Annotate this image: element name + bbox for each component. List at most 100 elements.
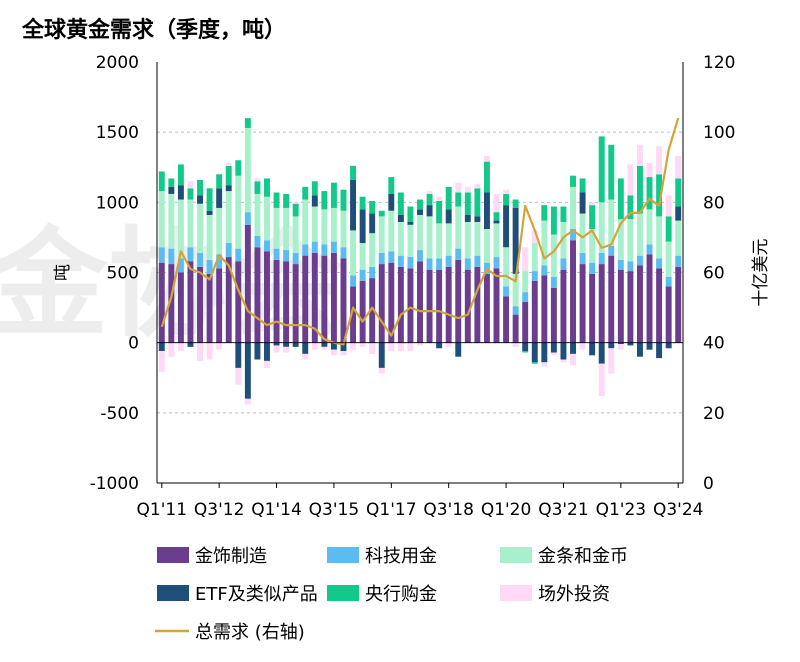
legend-swatch bbox=[500, 585, 532, 601]
bar-segment-2 bbox=[531, 271, 538, 281]
bar-segment-3 bbox=[617, 219, 624, 260]
x-tick-label: Q1'14 bbox=[251, 500, 302, 520]
y-tick-label-left: 1000 bbox=[96, 193, 139, 213]
x-tick-label: Q3'15 bbox=[309, 500, 360, 520]
y-tick-label-left: 1500 bbox=[96, 123, 139, 143]
bar-segment-5 bbox=[369, 200, 376, 214]
bar-segment-5 bbox=[168, 178, 175, 187]
bar-segment-6 bbox=[302, 353, 309, 360]
bar-segment-4 bbox=[464, 214, 471, 222]
bar-segment-2 bbox=[426, 258, 433, 270]
bar-segment-3 bbox=[455, 206, 462, 249]
bar-segment-2 bbox=[311, 241, 318, 253]
bar-segment-1 bbox=[474, 266, 481, 343]
bar-segment-5 bbox=[177, 164, 184, 186]
bar-segment-4 bbox=[187, 342, 194, 347]
legend-swatch bbox=[327, 547, 359, 563]
bar-segment-5 bbox=[187, 188, 194, 200]
bar-segment-6 bbox=[503, 189, 510, 194]
bar-segment-4 bbox=[359, 209, 366, 244]
bar-segment-6 bbox=[445, 342, 452, 347]
bar-segment-6 bbox=[483, 156, 490, 162]
total-demand-line bbox=[160, 117, 680, 346]
bar-segment-5 bbox=[426, 193, 433, 206]
bar-segment-3 bbox=[369, 233, 376, 267]
bar-segment-1 bbox=[340, 258, 347, 343]
bar-segment-2 bbox=[244, 212, 251, 225]
bar-segment-5 bbox=[311, 181, 318, 196]
bar-segment-2 bbox=[646, 244, 653, 255]
bar-segment-1 bbox=[407, 268, 414, 343]
bar-segment-2 bbox=[235, 248, 242, 262]
bar-segment-4 bbox=[225, 185, 232, 192]
y-tick-label-left: 2000 bbox=[96, 53, 139, 73]
bar-segment-3 bbox=[340, 210, 347, 248]
bar-segment-3 bbox=[589, 228, 596, 263]
legend-swatch bbox=[327, 585, 359, 601]
bar-segment-1 bbox=[388, 262, 395, 343]
bar-segment-1 bbox=[350, 286, 357, 343]
bar-segment-4 bbox=[531, 342, 538, 363]
bar-segment-5 bbox=[522, 351, 529, 353]
bar-segment-3 bbox=[483, 228, 490, 263]
bar-segment-1 bbox=[464, 269, 471, 343]
bar-segment-4 bbox=[675, 206, 682, 221]
bar-segment-6 bbox=[646, 163, 653, 178]
bar-segment-4 bbox=[216, 188, 223, 208]
bar-segment-1 bbox=[177, 272, 184, 343]
bar-segment-2 bbox=[656, 258, 663, 269]
bar-segment-5 bbox=[589, 205, 596, 229]
bar-segment-5 bbox=[197, 179, 204, 196]
bar-segment-1 bbox=[598, 264, 605, 343]
bar-segment-6 bbox=[627, 164, 634, 196]
bar-segment-5 bbox=[302, 186, 309, 200]
bar-segment-2 bbox=[283, 250, 290, 262]
bar-segment-3 bbox=[378, 216, 385, 253]
bar-segment-3 bbox=[560, 221, 567, 259]
bar-segment-2 bbox=[350, 275, 357, 287]
bar-segment-4 bbox=[302, 342, 309, 354]
bar-segment-5 bbox=[455, 192, 462, 207]
bar-segment-4 bbox=[570, 342, 576, 354]
bar-segment-4 bbox=[283, 342, 290, 347]
bar-segment-3 bbox=[445, 223, 452, 256]
bar-segment-3 bbox=[216, 207, 223, 255]
bar-segment-1 bbox=[273, 259, 280, 343]
bar-segment-2 bbox=[589, 262, 596, 274]
bar-segment-3 bbox=[206, 214, 213, 260]
bar-segment-4 bbox=[474, 216, 481, 222]
y-tick-label-right: 80 bbox=[703, 193, 725, 213]
bar-segment-6 bbox=[177, 342, 184, 352]
bar-segment-3 bbox=[321, 209, 328, 245]
bar-segment-2 bbox=[158, 247, 165, 263]
bar-segment-1 bbox=[483, 273, 490, 343]
bar-segment-6 bbox=[388, 342, 395, 352]
bar-segment-2 bbox=[340, 247, 347, 259]
bar-segment-1 bbox=[225, 257, 232, 343]
y-tick-label-right: 0 bbox=[703, 474, 714, 494]
bar-segment-5 bbox=[464, 192, 471, 215]
bar-segment-1 bbox=[617, 269, 624, 343]
bar-segment-3 bbox=[235, 175, 242, 249]
bar-segment-1 bbox=[436, 269, 443, 343]
y-axis-title-right: 十亿美元 bbox=[751, 239, 771, 307]
bar-segment-5 bbox=[283, 193, 290, 208]
bar-segment-3 bbox=[570, 186, 576, 229]
bar-segment-5 bbox=[636, 165, 643, 214]
bar-segment-2 bbox=[168, 248, 175, 265]
bar-segment-4 bbox=[541, 342, 548, 363]
bar-segment-5 bbox=[512, 199, 519, 208]
y-tick-label-right: 20 bbox=[703, 404, 725, 424]
bar-segment-2 bbox=[206, 259, 213, 274]
bar-segment-6 bbox=[407, 342, 414, 352]
bar-segment-3 bbox=[522, 271, 529, 293]
bar-segment-3 bbox=[397, 221, 404, 256]
bar-segment-4 bbox=[350, 179, 357, 231]
bar-segment-5 bbox=[378, 210, 385, 217]
bar-segment-1 bbox=[560, 269, 567, 343]
bar-segment-3 bbox=[197, 203, 204, 253]
bar-segment-1 bbox=[206, 273, 213, 343]
y-tick-label-left: -500 bbox=[100, 404, 139, 424]
legend-label: 总需求 (右轴) bbox=[195, 622, 305, 643]
